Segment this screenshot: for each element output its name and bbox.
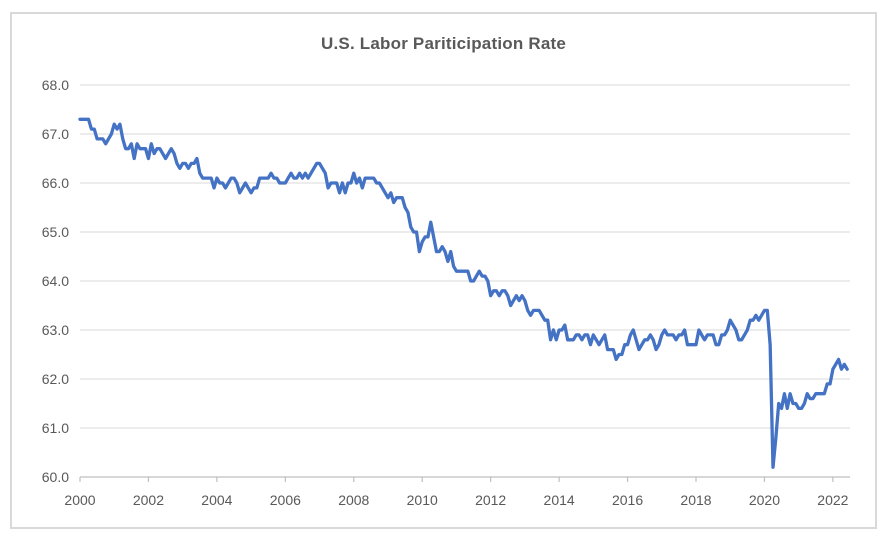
x-tick-label: 2002 [133,492,164,508]
x-tick-label: 2010 [407,492,438,508]
x-tick-label: 2012 [475,492,506,508]
y-tick-label: 65.0 [42,224,69,240]
chart-frame: U.S. Labor Pariticipation Rate 60.0 61.0 6… [10,12,877,529]
y-tick-label: 63.0 [42,322,69,338]
y-tick-label: 62.0 [42,371,69,387]
data-line [78,117,849,469]
y-tick-label: 67.0 [42,126,69,142]
x-tick-label: 2014 [544,492,575,508]
x-tick-label: 2022 [817,492,848,508]
y-tick-label: 66.0 [42,175,69,191]
x-tick-label: 2006 [270,492,301,508]
x-tick-label: 2016 [612,492,643,508]
x-tick-label: 2020 [749,492,780,508]
x-tick-label: 2004 [201,492,232,508]
x-tick-label: 2008 [338,492,369,508]
x-tick-label: 2000 [64,492,95,508]
plot-area: 60.0 61.0 62.0 63.0 64.0 65.0 66.0 67.0 68.0 2000… [42,77,850,508]
y-tick-label: 64.0 [42,273,69,289]
chart-title: U.S. Labor Pariticipation Rate [321,34,566,53]
y-tick-label: 68.0 [42,77,69,93]
y-tick-label: 60.0 [42,469,69,485]
y-tick-label: 61.0 [42,420,69,436]
x-tick-label: 2018 [680,492,711,508]
